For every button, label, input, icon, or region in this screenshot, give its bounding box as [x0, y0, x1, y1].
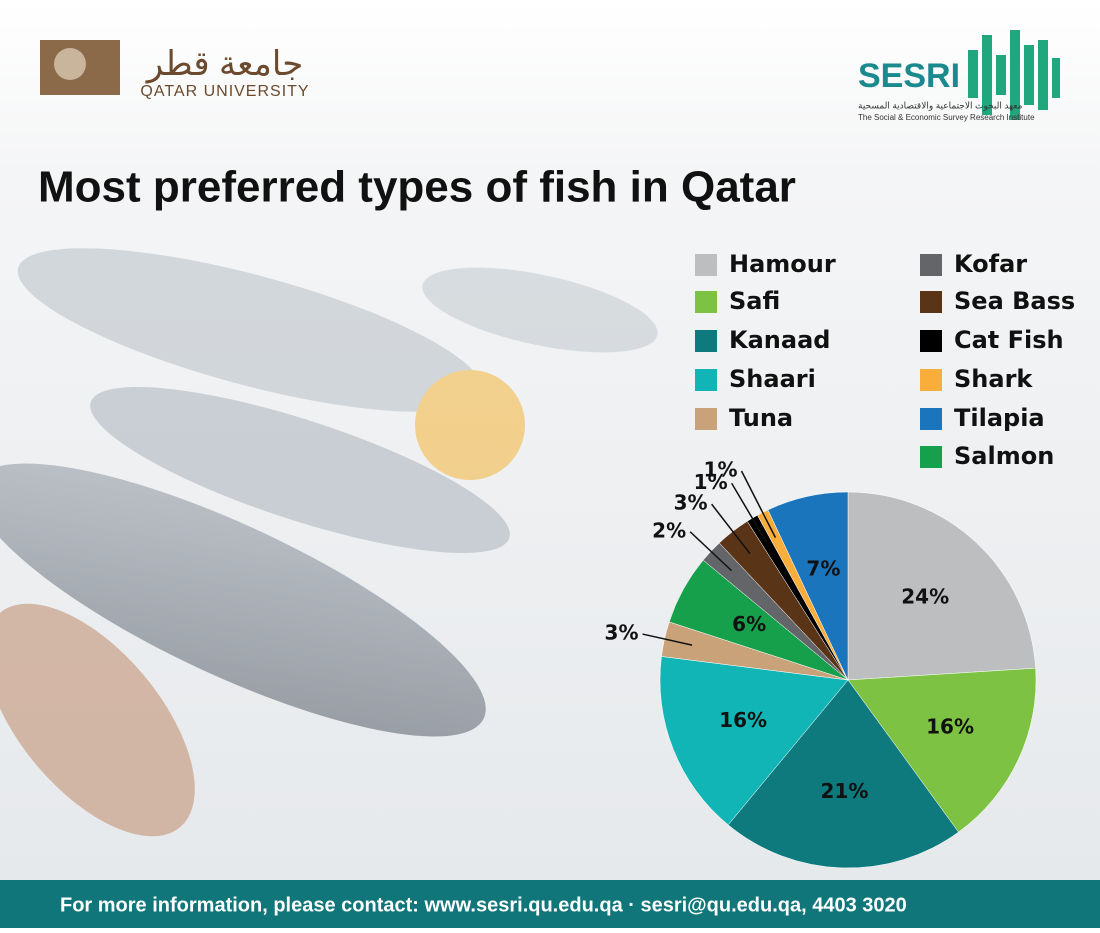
- legend-swatch: [920, 330, 942, 352]
- pie-slice: [727, 679, 959, 869]
- legend-label: Kanaad: [729, 326, 830, 354]
- legend-label: Kofar: [954, 250, 1027, 278]
- leader-line: [740, 470, 777, 538]
- value-label: 16%: [926, 715, 974, 739]
- legend-label: Tilapia: [954, 404, 1045, 432]
- legend-swatch: [695, 408, 717, 430]
- university-arabic: جامعة قطر: [145, 45, 304, 84]
- legend-swatch: [695, 369, 717, 391]
- leader-line: [731, 482, 768, 543]
- value-label: 16%: [719, 708, 767, 732]
- legend-swatch: [695, 330, 717, 352]
- value-label: 24%: [901, 584, 949, 608]
- legend-label: Hamour: [729, 250, 836, 278]
- value-label: 21%: [821, 779, 869, 803]
- value-label: 1%: [694, 470, 728, 494]
- institute: SESRI: [858, 57, 960, 95]
- chart-title: Most preferred types of fish in Qatar: [38, 163, 796, 212]
- pie-slice: [847, 667, 1037, 833]
- institute-arabic: معهد البحوث الاجتماعية والاقتصادية المسح…: [858, 100, 1023, 110]
- pie-slice: [767, 491, 849, 681]
- sesri-logo: SESRI معهد البحوث الاجتماعية والاقتصادية…: [858, 30, 1060, 122]
- value-label: 2%: [652, 518, 686, 542]
- legend-swatch: [920, 369, 942, 391]
- pie-slice: [659, 656, 849, 826]
- fish-decoration: [0, 248, 658, 837]
- leader-line: [642, 633, 693, 646]
- value-label: 3%: [605, 621, 639, 645]
- legend-label: Sea Bass: [954, 287, 1075, 315]
- legend-swatch: [920, 446, 942, 468]
- legend-label: Cat Fish: [954, 326, 1064, 354]
- legend-swatch: [920, 291, 942, 313]
- legend-swatch: [920, 254, 942, 276]
- legend-label: Safi: [729, 287, 780, 315]
- legend-label: Shark: [954, 365, 1033, 393]
- legend-label: Shaari: [729, 365, 816, 393]
- footer-bar: [0, 880, 1100, 928]
- leader-line: [710, 503, 751, 555]
- legend-label: Tuna: [729, 404, 793, 432]
- legend-label: Salmon: [954, 442, 1054, 470]
- value-label: 3%: [674, 491, 708, 515]
- value-label: 6%: [732, 612, 766, 636]
- value-label: 7%: [806, 556, 840, 580]
- institute-full: The Social & Economic Survey Research In…: [858, 113, 1035, 122]
- leader-line: [689, 531, 733, 572]
- value-label: 1%: [704, 458, 738, 482]
- legend-swatch: [695, 291, 717, 313]
- legend-swatch: [695, 254, 717, 276]
- university-name: QATAR UNIVERSITY: [140, 83, 309, 100]
- qu-logo: جامعة قطر QATAR UNIVERSITY: [40, 40, 309, 100]
- legend-swatch: [920, 408, 942, 430]
- pie-slice: [847, 491, 1036, 681]
- footer-text: For more information, please contact: ww…: [60, 894, 907, 916]
